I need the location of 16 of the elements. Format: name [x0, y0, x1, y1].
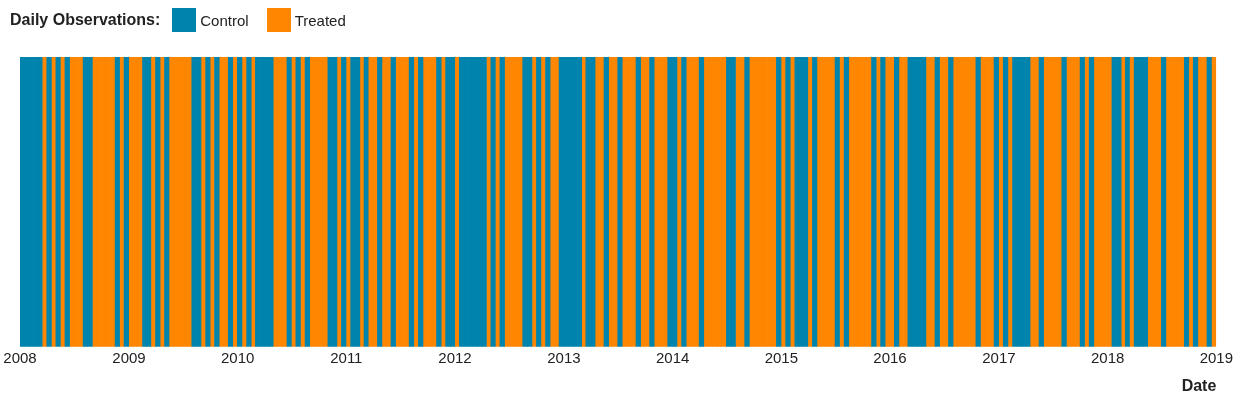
- x-tick-label: 2017: [982, 348, 1016, 366]
- x-tick-label: 2011: [330, 348, 363, 366]
- x-tick-label: 2012: [438, 348, 472, 366]
- x-tick-label: 2018: [1090, 348, 1125, 366]
- x-tick-label: 2016: [873, 348, 907, 366]
- x-tick-label: 2015: [764, 348, 799, 366]
- x-tick-label: 2019: [1199, 348, 1233, 366]
- legend-label: Treated: [294, 11, 346, 29]
- x-tick-label: 2008: [3, 348, 37, 366]
- x-axis-title: Date: [1181, 376, 1217, 394]
- x-tick-label: 2013: [547, 348, 581, 366]
- x-tick-label: 2009: [112, 348, 146, 366]
- x-tick-label: 2014: [655, 348, 690, 366]
- x-tick-label: 2010: [220, 348, 255, 366]
- legend-label: Control: [200, 11, 249, 29]
- legend-title: Daily Observations:: [10, 11, 161, 29]
